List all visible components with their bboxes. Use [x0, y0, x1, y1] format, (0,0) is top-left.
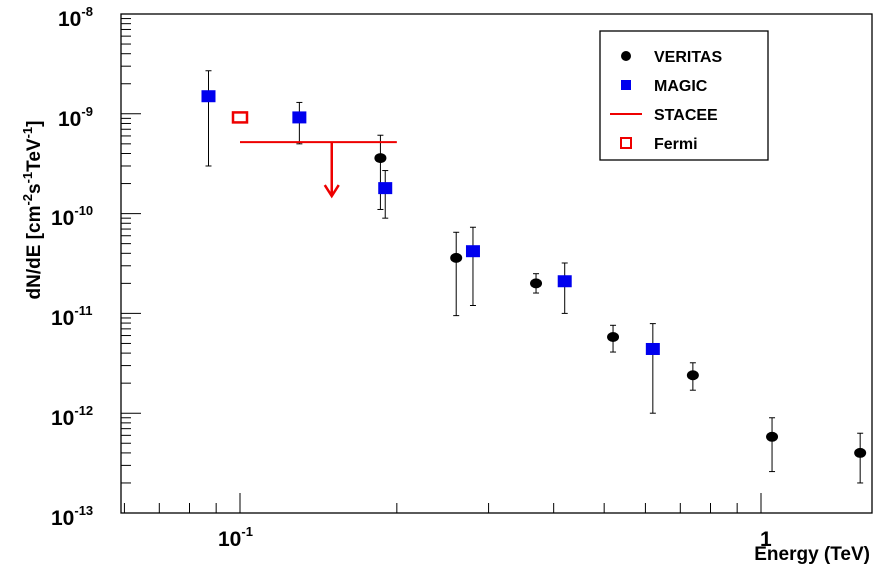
x-tick-label-0.1: 10-1 [218, 524, 253, 551]
legend-marker-fermi [620, 137, 632, 149]
legend-label-stacee: STACEE [654, 107, 718, 124]
point-magic [201, 90, 216, 103]
legend-marker-veritas [621, 51, 631, 61]
y-tick-label-1e-11: 10-11 [51, 303, 92, 330]
point-veritas [374, 153, 387, 164]
y-tick-labels: 10-13 10-12 10-11 10-10 10-9 10-8 [51, 4, 93, 530]
point-veritas [607, 332, 620, 343]
point-magic [292, 111, 307, 124]
legend-label-fermi: Fermi [654, 136, 698, 153]
legend: VERITAS MAGIC STACEE Fermi [599, 30, 769, 161]
point-magic [465, 245, 480, 258]
upper-limit-arrowhead-stacee [323, 184, 340, 199]
point-veritas [686, 370, 699, 381]
point-veritas [450, 252, 463, 263]
y-axis-title: dN/dE [cm-2s-1TeV-1] [20, 121, 45, 300]
point-fermi [231, 111, 249, 124]
y-tick-label-1e-12: 10-12 [51, 403, 93, 430]
x-tick-label-1: 1 [760, 528, 772, 551]
point-magic [378, 182, 393, 195]
y-tick-label-1e-13: 10-13 [51, 503, 93, 530]
legend-label-magic: MAGIC [654, 78, 708, 95]
point-magic [557, 275, 572, 288]
axis-ticks [121, 18, 762, 514]
x-axis-title: Energy (TeV) [754, 544, 870, 565]
legend-label-veritas: VERITAS [654, 49, 722, 66]
x-tick-labels: 10-1 1 [218, 524, 772, 551]
data-layer [201, 70, 867, 484]
point-veritas [530, 278, 543, 289]
y-tick-label-1e-10: 10-10 [51, 203, 93, 230]
y-tick-label-1e-8: 10-8 [58, 4, 93, 31]
legend-marker-magic [621, 80, 631, 90]
plot-frame [120, 13, 873, 514]
y-tick-label-1e-9: 10-9 [58, 104, 93, 131]
point-veritas [854, 447, 867, 458]
point-veritas [766, 431, 779, 442]
point-magic [645, 342, 660, 355]
